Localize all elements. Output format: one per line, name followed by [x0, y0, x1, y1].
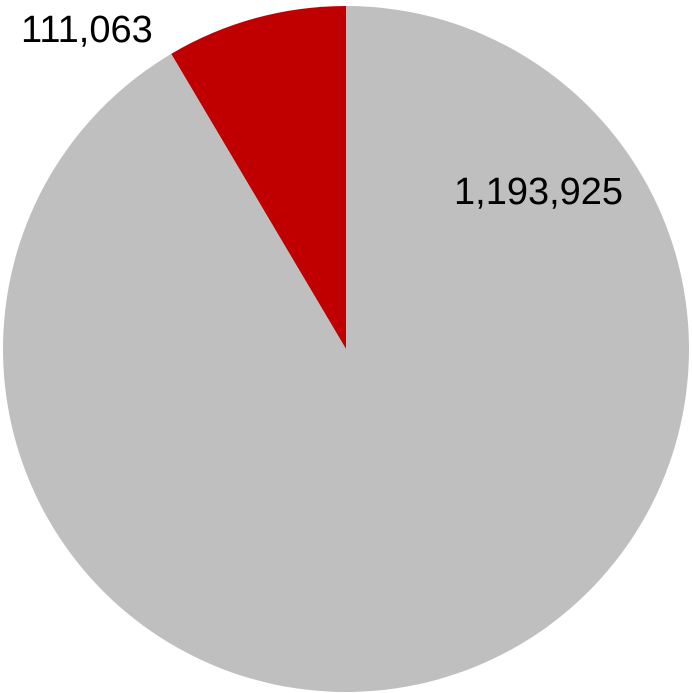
pie-slices	[2, 6, 690, 692]
data-label-slice-1: 111,063	[21, 9, 153, 51]
pie-slice-2	[2, 6, 690, 692]
pie-slice-1	[171, 6, 346, 349]
data-label-slice-2: 1,193,925	[454, 171, 623, 213]
